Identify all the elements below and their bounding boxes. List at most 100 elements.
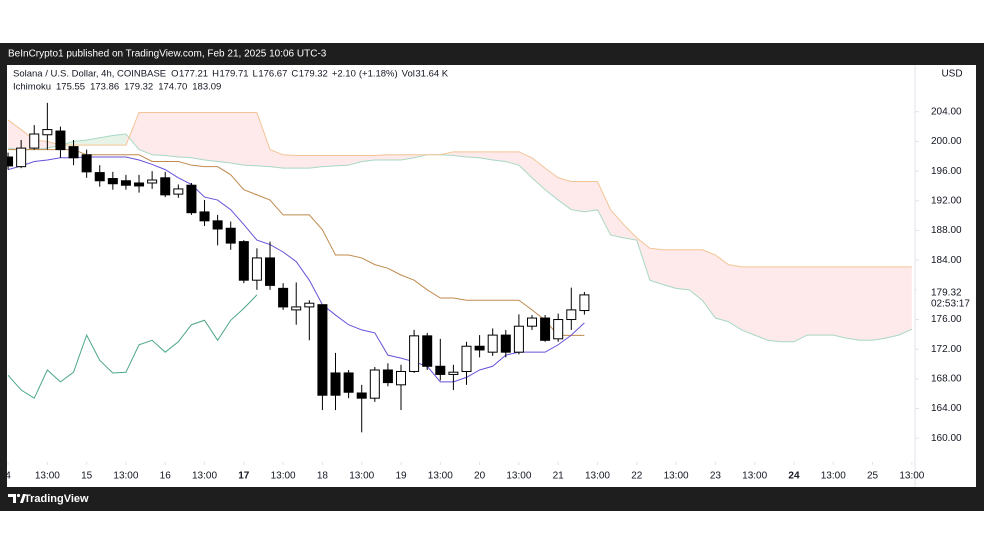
indicator-name: Ichimoku bbox=[13, 82, 51, 93]
cloud-segment bbox=[820, 266, 834, 336]
indicator-line bbox=[7, 111, 912, 268]
candle-body bbox=[160, 177, 171, 196]
indicator-value: 173.86 bbox=[90, 82, 119, 93]
tradingview-logo bbox=[8, 493, 26, 503]
x-tick-label: 22 bbox=[631, 471, 643, 482]
plot bbox=[7, 102, 913, 433]
x-tick-label: 13:00 bbox=[428, 471, 453, 482]
y-tick-label: 176.00 bbox=[931, 314, 962, 325]
cloud-segment bbox=[780, 266, 794, 342]
indicator-value: 174.70 bbox=[158, 82, 187, 93]
candle-body bbox=[461, 345, 472, 372]
cloud-segment bbox=[309, 155, 323, 169]
cloud-segment bbox=[754, 266, 768, 341]
candle-body bbox=[29, 133, 40, 149]
candle-body bbox=[55, 130, 66, 151]
x-tick-label: 20 bbox=[474, 471, 486, 482]
logo-part bbox=[16, 493, 21, 498]
cloud-segment bbox=[793, 266, 808, 342]
candle-body bbox=[513, 325, 524, 353]
candle-body bbox=[356, 392, 367, 399]
x-tick-label: 24 bbox=[788, 471, 800, 482]
candle-body bbox=[199, 211, 210, 222]
indicator-line bbox=[8, 149, 585, 336]
cloud-segment bbox=[387, 154, 402, 160]
candle-body bbox=[343, 372, 354, 393]
y-tick-label: 164.00 bbox=[931, 403, 962, 414]
candle-body bbox=[487, 334, 498, 353]
indicator-value: 183.09 bbox=[192, 82, 221, 93]
legend-text: L bbox=[253, 69, 258, 80]
brand: TradingView bbox=[24, 493, 89, 505]
cloud-segment bbox=[230, 112, 244, 166]
cloud-segment bbox=[47, 141, 61, 149]
cloud-segment bbox=[518, 151, 532, 178]
cloud-segment bbox=[767, 266, 781, 342]
cloud-segment bbox=[584, 181, 598, 212]
x-tick-label: 19 bbox=[395, 471, 407, 482]
price-badge-value: 179.32 bbox=[931, 288, 962, 299]
candle-body bbox=[291, 306, 302, 311]
candle-body bbox=[81, 154, 92, 173]
candle-body bbox=[526, 317, 537, 327]
x-tick-label: 13:00 bbox=[349, 471, 374, 482]
logo-part bbox=[8, 494, 16, 503]
candle-body bbox=[251, 257, 262, 281]
y-tick-label: 172.00 bbox=[931, 344, 962, 355]
x-tick-label: 13:00 bbox=[271, 471, 296, 482]
cloud-segment bbox=[178, 112, 192, 158]
candle-body bbox=[265, 257, 276, 286]
cloud-segment bbox=[270, 149, 284, 169]
y-tick-label: 168.00 bbox=[931, 374, 962, 385]
x-tick-label: 18 bbox=[317, 471, 329, 482]
cloud-segment bbox=[807, 266, 821, 336]
legend-text: 179.32 bbox=[299, 69, 328, 80]
x-tick-label: 15 bbox=[81, 471, 93, 482]
candle-body bbox=[304, 302, 315, 308]
cloud-segment bbox=[571, 181, 585, 212]
y-tick-label: 204.00 bbox=[931, 106, 962, 117]
legend-text: 179.71 bbox=[219, 69, 248, 80]
x-tick-label: 13:00 bbox=[113, 471, 138, 482]
x-tick-label: 23 bbox=[710, 471, 722, 482]
cloud-segment bbox=[702, 249, 716, 319]
candle-body bbox=[422, 335, 433, 367]
x-tick-label: 25 bbox=[867, 471, 879, 482]
cloud-segment bbox=[374, 154, 388, 160]
cloud-segment bbox=[296, 155, 310, 169]
legend-text: 176.67 bbox=[258, 69, 287, 80]
indicator-line bbox=[7, 133, 913, 343]
candle-body bbox=[448, 371, 459, 375]
cloud-segment bbox=[256, 112, 271, 167]
candle-body bbox=[579, 294, 590, 312]
cloud-segment bbox=[715, 254, 729, 322]
cloud-segment bbox=[492, 151, 506, 162]
currency: USD bbox=[941, 69, 962, 80]
x-tick-label: 4 bbox=[5, 471, 11, 482]
candle-body bbox=[330, 372, 341, 396]
cloud-segment bbox=[846, 266, 860, 341]
candle-body bbox=[94, 172, 105, 182]
cloud-segment bbox=[99, 135, 113, 146]
x-tick-label: 13:00 bbox=[585, 471, 610, 482]
candle-body bbox=[566, 309, 577, 321]
x-tick-label: 13:00 bbox=[506, 471, 531, 482]
cloud-segment bbox=[649, 248, 663, 285]
legend-text: Vol bbox=[402, 69, 415, 80]
cloud-segment bbox=[112, 134, 126, 146]
candle-body bbox=[409, 335, 420, 372]
candle-body bbox=[134, 182, 145, 187]
candle-body bbox=[369, 369, 380, 399]
x-tick-label: 13:00 bbox=[192, 471, 217, 482]
candle-body bbox=[225, 227, 236, 244]
candle-body bbox=[173, 188, 184, 195]
candle-body bbox=[186, 184, 197, 214]
cloud-segment bbox=[610, 209, 624, 238]
x-tick-label: 13:00 bbox=[35, 471, 60, 482]
y-tick-label: 192.00 bbox=[931, 195, 962, 206]
cloud-segment bbox=[217, 112, 231, 163]
candle-body bbox=[382, 369, 393, 384]
cloud-segment bbox=[401, 154, 415, 160]
